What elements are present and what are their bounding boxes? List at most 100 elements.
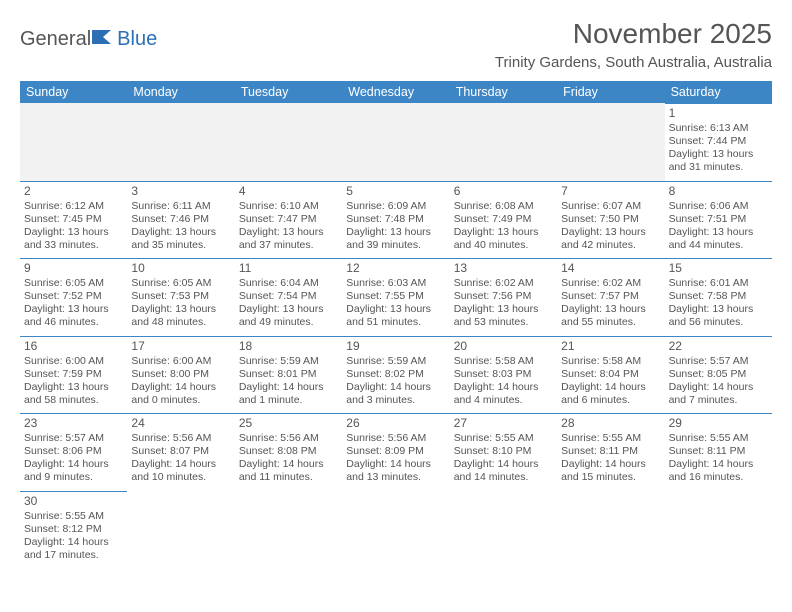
day-info-line: and 40 minutes. (454, 239, 553, 252)
day-info-line: Daylight: 13 hours (24, 303, 123, 316)
day-info-line: and 44 minutes. (669, 239, 768, 252)
day-info-line: Sunrise: 6:02 AM (561, 277, 660, 290)
day-info-line: Sunrise: 5:55 AM (454, 432, 553, 445)
day-cell: 25Sunrise: 5:56 AMSunset: 8:08 PMDayligh… (235, 413, 342, 491)
day-cell: 19Sunrise: 5:59 AMSunset: 8:02 PMDayligh… (342, 336, 449, 414)
day-info-line: Sunset: 8:11 PM (561, 445, 660, 458)
day-info-line: Daylight: 13 hours (346, 226, 445, 239)
day-cell: 29Sunrise: 5:55 AMSunset: 8:11 PMDayligh… (665, 413, 772, 491)
day-cell: 8Sunrise: 6:06 AMSunset: 7:51 PMDaylight… (665, 181, 772, 259)
day-info-line: Sunrise: 5:58 AM (561, 355, 660, 368)
day-info-line: Sunrise: 6:09 AM (346, 200, 445, 213)
day-info-line: Sunrise: 5:57 AM (669, 355, 768, 368)
day-info-line: Daylight: 13 hours (131, 303, 230, 316)
day-number: 8 (669, 184, 768, 199)
day-info-line: Sunrise: 6:01 AM (669, 277, 768, 290)
day-info-line: Sunset: 7:44 PM (669, 135, 768, 148)
day-info-line: and 53 minutes. (454, 316, 553, 329)
day-info-line: Sunset: 8:12 PM (24, 523, 123, 536)
day-number: 11 (239, 261, 338, 276)
day-info-line: Sunset: 7:45 PM (24, 213, 123, 226)
day-info-line: Sunrise: 6:02 AM (454, 277, 553, 290)
day-info-line: Daylight: 13 hours (346, 303, 445, 316)
day-info-line: Daylight: 14 hours (24, 458, 123, 471)
day-info-line: and 49 minutes. (239, 316, 338, 329)
title-block: November 2025 Trinity Gardens, South Aus… (495, 18, 772, 71)
day-info-line: Daylight: 14 hours (669, 381, 768, 394)
day-number: 18 (239, 339, 338, 354)
day-number: 23 (24, 416, 123, 431)
day-number: 10 (131, 261, 230, 276)
day-info-line: and 56 minutes. (669, 316, 768, 329)
day-info-line: and 10 minutes. (131, 471, 230, 484)
calendar-body: 1Sunrise: 6:13 AMSunset: 7:44 PMDaylight… (20, 103, 772, 568)
blank-cell (20, 103, 127, 181)
day-info-line: and 3 minutes. (346, 394, 445, 407)
day-cell: 27Sunrise: 5:55 AMSunset: 8:10 PMDayligh… (450, 413, 557, 491)
day-number: 26 (346, 416, 445, 431)
weekday-sun: Sunday (20, 81, 127, 103)
day-info-line: Sunset: 8:10 PM (454, 445, 553, 458)
day-number: 28 (561, 416, 660, 431)
weekday-sat: Saturday (665, 81, 772, 103)
day-info-line: Sunset: 7:53 PM (131, 290, 230, 303)
day-info-line: Sunrise: 6:05 AM (24, 277, 123, 290)
blank-cell (557, 103, 664, 181)
day-number: 21 (561, 339, 660, 354)
weekday-tue: Tuesday (235, 81, 342, 103)
day-number: 13 (454, 261, 553, 276)
day-info-line: and 37 minutes. (239, 239, 338, 252)
day-info-line: Sunrise: 6:08 AM (454, 200, 553, 213)
day-info-line: Daylight: 14 hours (561, 458, 660, 471)
day-info-line: Daylight: 14 hours (239, 458, 338, 471)
day-number: 24 (131, 416, 230, 431)
day-cell: 30Sunrise: 5:55 AMSunset: 8:12 PMDayligh… (20, 491, 127, 569)
header: General Blue November 2025 Trinity Garde… (20, 18, 772, 71)
day-info-line: Sunrise: 6:06 AM (669, 200, 768, 213)
day-info-line: Sunrise: 5:56 AM (131, 432, 230, 445)
day-cell: 11Sunrise: 6:04 AMSunset: 7:54 PMDayligh… (235, 258, 342, 336)
day-info-line: Daylight: 13 hours (561, 303, 660, 316)
day-info-line: Daylight: 14 hours (346, 381, 445, 394)
day-info-line: Daylight: 14 hours (561, 381, 660, 394)
day-info-line: and 39 minutes. (346, 239, 445, 252)
day-cell: 22Sunrise: 5:57 AMSunset: 8:05 PMDayligh… (665, 336, 772, 414)
blank-cell (235, 103, 342, 181)
day-number: 4 (239, 184, 338, 199)
day-info-line: Sunrise: 5:59 AM (239, 355, 338, 368)
day-info-line: and 6 minutes. (561, 394, 660, 407)
day-info-line: Daylight: 13 hours (239, 303, 338, 316)
day-number: 25 (239, 416, 338, 431)
calendar: Sunday Monday Tuesday Wednesday Thursday… (20, 81, 772, 568)
day-cell: 1Sunrise: 6:13 AMSunset: 7:44 PMDaylight… (665, 103, 772, 181)
day-info-line: Sunset: 7:50 PM (561, 213, 660, 226)
day-number: 14 (561, 261, 660, 276)
day-info-line: and 35 minutes. (131, 239, 230, 252)
day-info-line: Daylight: 13 hours (669, 303, 768, 316)
day-number: 9 (24, 261, 123, 276)
day-number: 19 (346, 339, 445, 354)
day-number: 6 (454, 184, 553, 199)
day-number: 20 (454, 339, 553, 354)
logo: General Blue (20, 18, 157, 51)
day-info-line: Sunset: 8:02 PM (346, 368, 445, 381)
day-number: 22 (669, 339, 768, 354)
day-number: 16 (24, 339, 123, 354)
day-info-line: Sunrise: 5:56 AM (346, 432, 445, 445)
day-cell: 9Sunrise: 6:05 AMSunset: 7:52 PMDaylight… (20, 258, 127, 336)
day-cell: 21Sunrise: 5:58 AMSunset: 8:04 PMDayligh… (557, 336, 664, 414)
day-info-line: Sunset: 7:52 PM (24, 290, 123, 303)
day-number: 7 (561, 184, 660, 199)
day-info-line: Sunset: 7:51 PM (669, 213, 768, 226)
day-info-line: Daylight: 14 hours (454, 381, 553, 394)
day-info-line: Daylight: 13 hours (669, 226, 768, 239)
day-info-line: and 11 minutes. (239, 471, 338, 484)
weekday-fri: Friday (557, 81, 664, 103)
day-info-line: and 13 minutes. (346, 471, 445, 484)
day-number: 29 (669, 416, 768, 431)
day-info-line: Sunset: 7:59 PM (24, 368, 123, 381)
day-info-line: and 16 minutes. (669, 471, 768, 484)
logo-text-blue: Blue (117, 28, 157, 51)
day-info-line: Sunset: 8:05 PM (669, 368, 768, 381)
day-info-line: and 48 minutes. (131, 316, 230, 329)
